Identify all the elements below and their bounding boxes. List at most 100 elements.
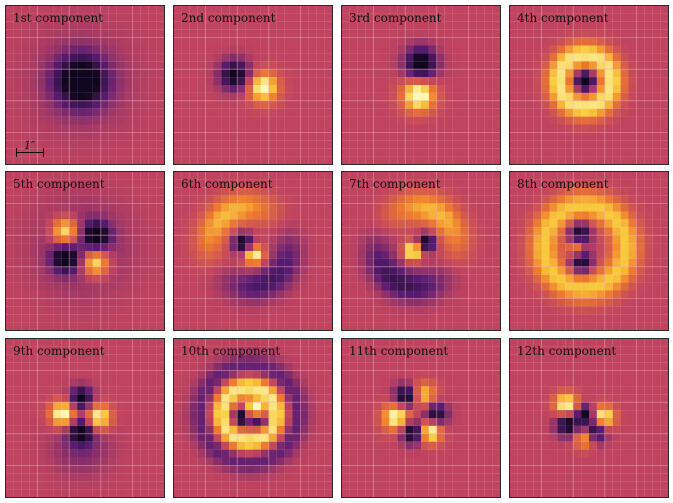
image-pixel [181, 433, 190, 442]
image-pixel [604, 306, 613, 315]
image-pixel [428, 402, 437, 411]
image-pixel [189, 211, 198, 220]
image-pixel [541, 243, 550, 251]
image-pixel [549, 77, 558, 85]
image-pixel [460, 418, 469, 426]
image-pixel [421, 140, 429, 149]
image-pixel [316, 322, 325, 330]
image-pixel [300, 298, 309, 307]
image-pixel [284, 156, 293, 164]
image-pixel [452, 441, 461, 450]
image-pixel [276, 156, 285, 164]
image-pixel [197, 322, 206, 330]
image-pixel [77, 6, 85, 14]
image-pixel [284, 274, 293, 283]
image-pixel [349, 45, 358, 54]
image-pixel [156, 354, 164, 363]
image-pixel [69, 92, 78, 101]
image-pixel [37, 219, 46, 228]
image-pixel [100, 449, 109, 458]
image-pixel [525, 172, 534, 180]
image-pixel [612, 172, 621, 180]
image-pixel [652, 425, 661, 434]
image-pixel [492, 362, 500, 371]
image-pixel [365, 489, 374, 497]
image-pixel [349, 92, 358, 101]
image-pixel [628, 402, 637, 411]
image-pixel [156, 156, 164, 164]
image-pixel [510, 148, 518, 157]
image-pixel [557, 290, 566, 299]
image-pixel [525, 473, 534, 482]
image-pixel [628, 258, 637, 267]
image-pixel [6, 418, 14, 426]
image-pixel [476, 53, 485, 62]
image-pixel [124, 195, 133, 204]
image-pixel [260, 53, 269, 62]
image-pixel [573, 378, 582, 387]
image-pixel [573, 195, 582, 204]
image-pixel [381, 85, 390, 93]
image-pixel [140, 108, 149, 117]
image-pixel [381, 21, 390, 30]
image-pixel [421, 195, 429, 204]
image-pixel [405, 203, 414, 212]
image-pixel [525, 266, 534, 275]
image-pixel [245, 211, 253, 220]
image-pixel [541, 258, 550, 267]
image-pixel [308, 402, 317, 411]
image-pixel [492, 100, 500, 109]
image-pixel [205, 489, 214, 497]
image-pixel [541, 195, 550, 204]
image-pixel [229, 274, 238, 283]
image-pixel [421, 148, 429, 157]
image-pixel [69, 172, 78, 180]
image-pixel [525, 425, 534, 434]
image-pixel [484, 298, 493, 307]
image-pixel [284, 77, 293, 85]
image-pixel [229, 290, 238, 299]
image-pixel [444, 148, 453, 157]
image-pixel [357, 481, 366, 490]
image-pixel [452, 100, 461, 109]
image-pixel [612, 251, 621, 259]
image-pixel [13, 187, 22, 196]
image-pixel [77, 465, 85, 474]
image-pixel [533, 425, 542, 434]
image-pixel [549, 425, 558, 434]
image-pixel [21, 85, 30, 93]
image-pixel [13, 124, 22, 133]
image-pixel [381, 274, 390, 283]
image-pixel [245, 61, 253, 70]
image-pixel [413, 148, 421, 157]
image-pixel [148, 362, 157, 371]
image-pixel [237, 410, 246, 418]
image-pixel [300, 266, 309, 275]
image-pixel [292, 394, 301, 403]
image-pixel [156, 266, 164, 275]
image-pixel [612, 85, 621, 93]
image-pixel [397, 187, 406, 196]
image-pixel [100, 85, 109, 93]
image-pixel [436, 29, 445, 38]
image-pixel [444, 314, 453, 323]
image-pixel [517, 227, 526, 236]
image-pixel [349, 314, 358, 323]
image-pixel [492, 298, 500, 307]
image-pixel [100, 243, 109, 251]
image-pixel [61, 418, 70, 426]
image-pixel [148, 92, 157, 101]
image-pixel [525, 13, 534, 22]
image-pixel [468, 449, 477, 458]
image-pixel [541, 219, 550, 228]
image-pixel [660, 203, 668, 212]
image-pixel [460, 148, 469, 157]
image-pixel [381, 179, 390, 188]
image-pixel [436, 235, 445, 244]
image-pixel [525, 457, 534, 466]
image-pixel [596, 282, 605, 291]
image-pixel [604, 53, 613, 62]
image-pixel [397, 172, 406, 180]
image-pixel [565, 282, 574, 291]
image-pixel [652, 187, 661, 196]
